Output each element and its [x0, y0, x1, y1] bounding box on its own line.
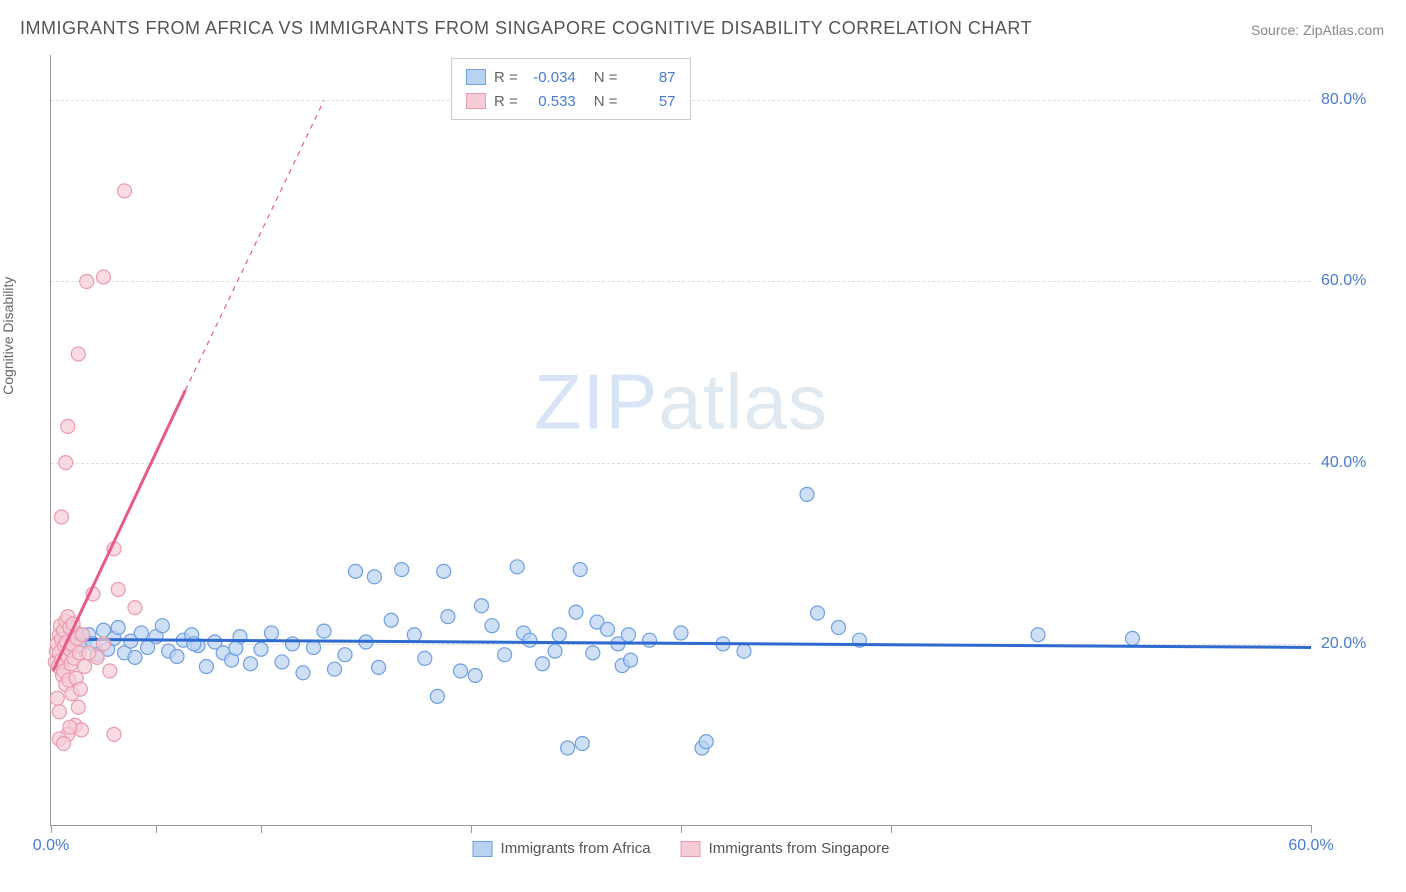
stat-n-label: N = [594, 69, 618, 86]
stats-row-singapore: R = 0.533 N = 57 [466, 89, 676, 113]
legend-label-singapore: Immigrants from Singapore [709, 840, 890, 857]
stat-n-singapore: 57 [626, 93, 676, 110]
legend-swatch-singapore [681, 841, 701, 857]
stat-r-africa: -0.034 [526, 69, 576, 86]
legend-item-africa: Immigrants from Africa [473, 840, 651, 857]
stat-n-africa: 87 [626, 69, 676, 86]
source-attribution: Source: ZipAtlas.com [1251, 22, 1384, 38]
legend-label-africa: Immigrants from Africa [501, 840, 651, 857]
legend-item-singapore: Immigrants from Singapore [681, 840, 890, 857]
swatch-africa [466, 69, 486, 85]
stats-legend-box: R = -0.034 N = 87 R = 0.533 N = 57 [451, 58, 691, 120]
plot-area: ZIPatlas 20.0%40.0%60.0%80.0% 0.0%60.0% … [50, 55, 1311, 826]
stat-n-label: N = [594, 93, 618, 110]
stats-row-africa: R = -0.034 N = 87 [466, 65, 676, 89]
swatch-singapore [466, 93, 486, 109]
chart-title: IMMIGRANTS FROM AFRICA VS IMMIGRANTS FRO… [20, 18, 1032, 39]
stat-r-label: R = [494, 93, 518, 110]
legend-bottom: Immigrants from Africa Immigrants from S… [473, 840, 890, 857]
stat-r-singapore: 0.533 [526, 93, 576, 110]
y-axis-label: Cognitive Disability [0, 277, 16, 395]
stat-r-label: R = [494, 69, 518, 86]
legend-swatch-africa [473, 841, 493, 857]
scatter-svg [51, 55, 1311, 825]
